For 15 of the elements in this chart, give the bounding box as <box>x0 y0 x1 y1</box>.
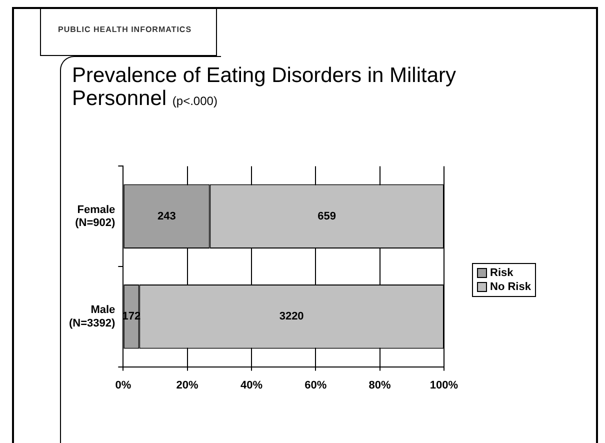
annotation: 3220 <box>279 310 304 323</box>
x-tick-label: 80% <box>368 379 391 392</box>
x-tick-label: 60% <box>304 379 327 392</box>
x-tick-label: 0% <box>115 379 132 392</box>
legend-label: Risk <box>490 266 514 280</box>
chart-subtitle: (p<.000) <box>172 94 218 108</box>
x-tick-label: 100% <box>430 379 458 392</box>
text: No Risk <box>490 280 531 294</box>
y-tick-label: Female (N=902) <box>75 204 116 229</box>
x-tick-label: 40% <box>240 379 263 392</box>
annotation: 659 <box>318 210 336 222</box>
text: PUBLIC HEALTH INFORMATICS <box>58 25 192 34</box>
y-tick-label: Male (N=3392) <box>68 304 116 330</box>
x-tick-label: 20% <box>176 379 199 392</box>
annotation: 243 <box>158 210 176 222</box>
